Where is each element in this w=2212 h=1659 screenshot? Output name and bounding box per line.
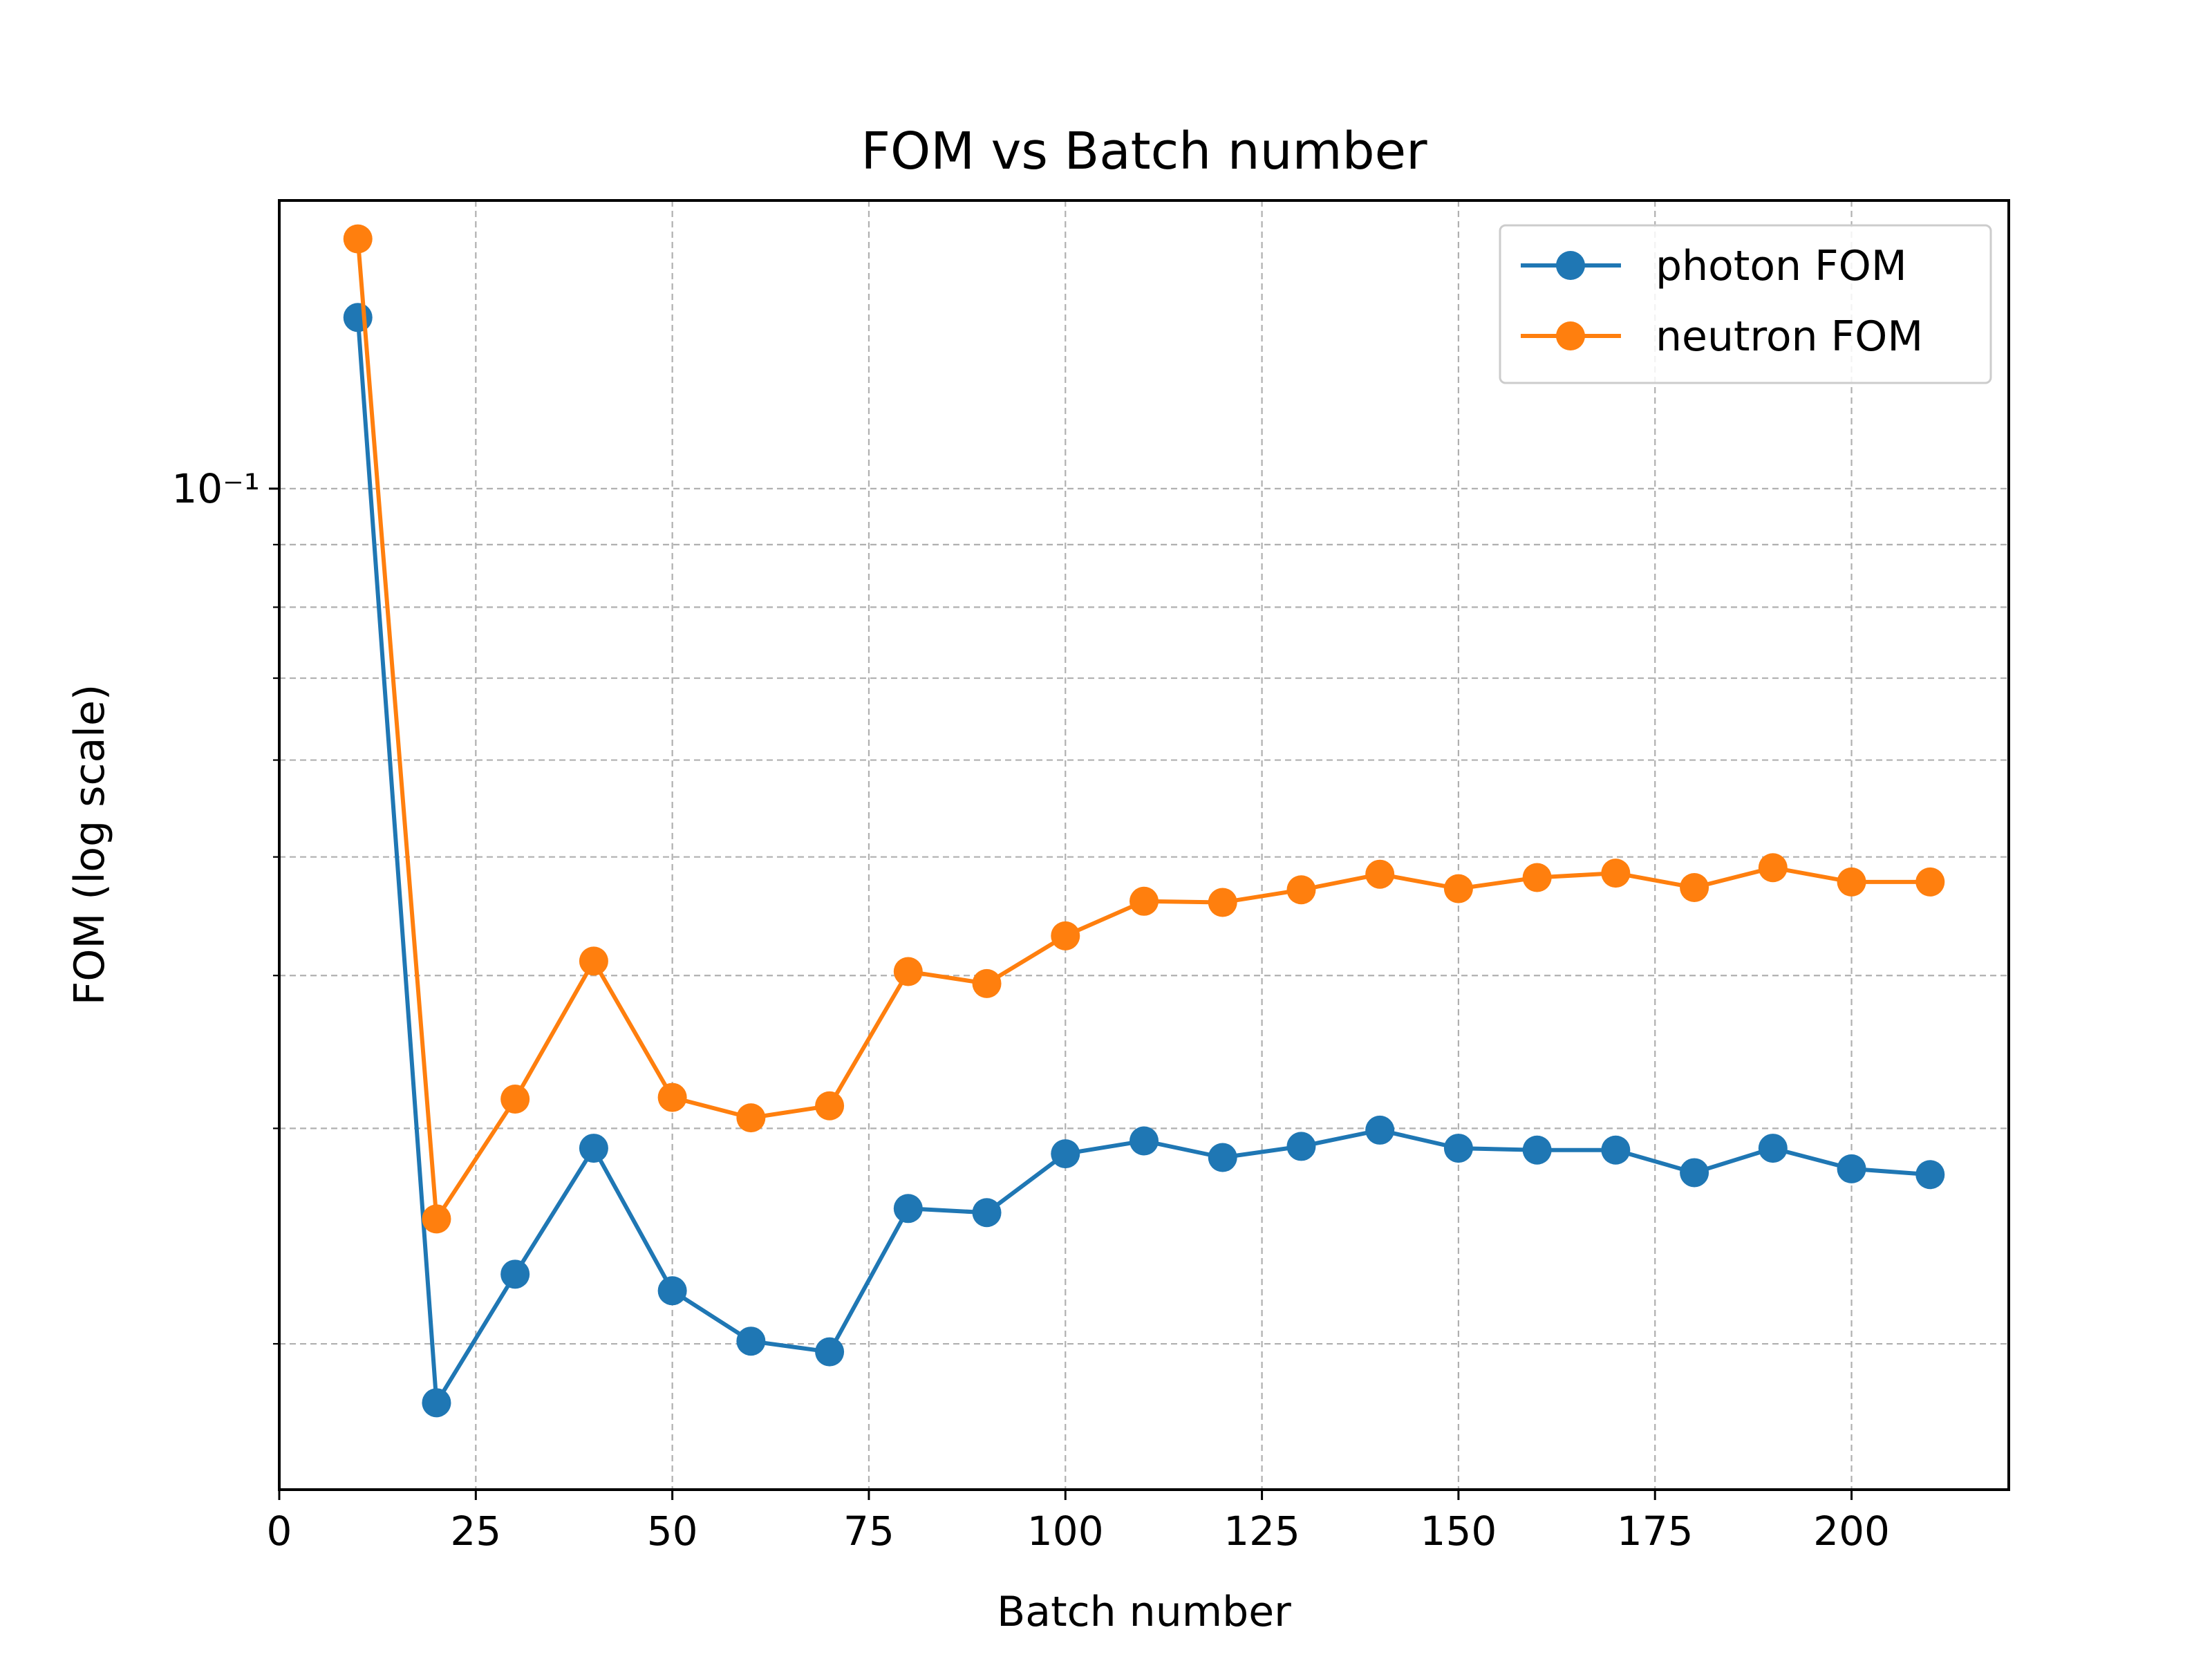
data-point <box>1522 863 1552 892</box>
x-tick-label: 125 <box>1224 1508 1300 1555</box>
legend-box <box>1499 224 1992 384</box>
data-point <box>1915 867 1945 897</box>
x-tick-label: 75 <box>843 1508 894 1555</box>
data-point <box>1286 875 1316 905</box>
series-layer <box>343 224 1945 1418</box>
data-point <box>1051 1139 1080 1169</box>
data-point <box>1680 1158 1709 1188</box>
x-tick-label: 200 <box>1813 1508 1890 1555</box>
data-point <box>815 1337 845 1367</box>
data-point <box>1365 859 1395 889</box>
data-point <box>1522 1135 1552 1165</box>
x-axis-label: Batch number <box>997 1588 1291 1636</box>
grid <box>279 200 2009 1490</box>
data-point <box>1286 1132 1316 1161</box>
x-tick-label: 100 <box>1027 1508 1104 1555</box>
data-point <box>1208 1143 1237 1172</box>
data-point <box>893 1194 923 1224</box>
x-tick-label: 50 <box>647 1508 698 1555</box>
data-point <box>657 1082 687 1112</box>
data-point <box>1601 1135 1631 1165</box>
data-point <box>1680 872 1709 902</box>
data-point <box>500 1259 530 1289</box>
x-tick-label: 150 <box>1421 1508 1497 1555</box>
legend-label: photon FOM <box>1656 242 1907 290</box>
data-point <box>1051 921 1080 950</box>
data-point <box>343 303 373 332</box>
legend-marker <box>1556 321 1585 350</box>
data-point <box>422 1204 451 1234</box>
plot-frame <box>278 199 2010 1491</box>
data-point <box>893 957 923 986</box>
data-point <box>422 1388 451 1418</box>
data-point <box>1915 1160 1945 1190</box>
chart-title: FOM vs Batch number <box>861 122 1427 181</box>
y-axis-label: FOM (log scale) <box>66 684 114 1006</box>
data-point <box>657 1276 687 1306</box>
data-point <box>500 1084 530 1114</box>
data-point <box>1443 1134 1473 1163</box>
legend-marker <box>1556 251 1585 280</box>
data-point <box>343 224 373 254</box>
x-tick-label: 25 <box>450 1508 501 1555</box>
data-point <box>1130 886 1159 916</box>
legend-label: neutron FOM <box>1656 312 1923 361</box>
data-point <box>579 1134 608 1163</box>
data-point <box>815 1091 845 1121</box>
x-tick-label: 175 <box>1617 1508 1694 1555</box>
data-point <box>972 1198 1002 1228</box>
data-point <box>1758 1134 1788 1163</box>
data-point <box>736 1327 766 1356</box>
data-point <box>579 946 608 976</box>
data-point <box>1365 1115 1395 1145</box>
data-point <box>1208 888 1237 917</box>
data-point <box>1443 874 1473 903</box>
data-point <box>736 1103 766 1133</box>
data-point <box>1758 853 1788 883</box>
legend: photon FOM neutron FOM <box>1499 224 1992 384</box>
data-point <box>972 968 1002 998</box>
y-tick-label: 10⁻¹ <box>171 465 260 512</box>
x-tick-label: 0 <box>267 1508 292 1555</box>
data-point <box>1130 1126 1159 1156</box>
data-point <box>1837 867 1866 897</box>
data-point <box>1837 1154 1866 1183</box>
ticks: 0 25 50 75 100 125 150 175 200 10⁻¹ <box>171 465 1890 1555</box>
data-point <box>1601 859 1631 888</box>
